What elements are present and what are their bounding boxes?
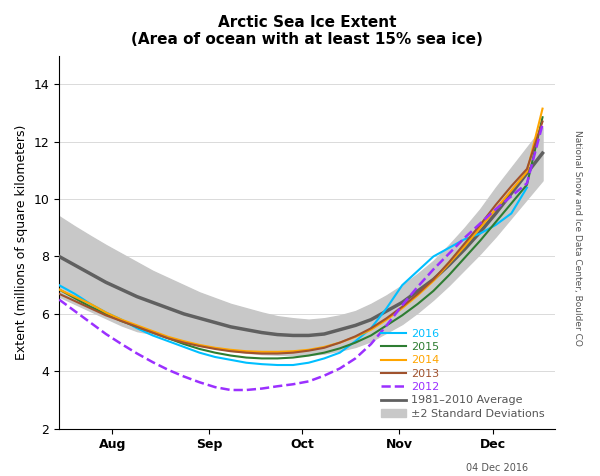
Text: National Snow and Ice Data Center, Boulder CO: National Snow and Ice Data Center, Bould… bbox=[573, 130, 582, 346]
Text: 04 Dec 2016: 04 Dec 2016 bbox=[466, 463, 528, 473]
Title: Arctic Sea Ice Extent
(Area of ocean with at least 15% sea ice): Arctic Sea Ice Extent (Area of ocean wit… bbox=[131, 15, 483, 48]
Y-axis label: Extent (millions of square kilometers): Extent (millions of square kilometers) bbox=[15, 124, 28, 360]
Legend: 2016, 2015, 2014, 2013, 2012, 1981–2010 Average, ±2 Standard Deviations: 2016, 2015, 2014, 2013, 2012, 1981–2010 … bbox=[377, 324, 550, 423]
